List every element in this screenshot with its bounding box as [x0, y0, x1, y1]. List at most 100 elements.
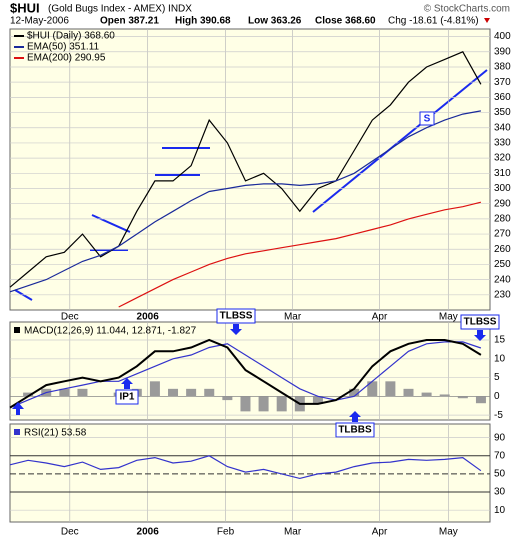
histogram-bar [204, 388, 215, 397]
y-tick-label: 380 [494, 62, 511, 73]
y-tick-label: 370 [494, 77, 511, 88]
y-tick-label: 10 [494, 505, 506, 516]
credit: © StockCharts.com [424, 4, 510, 15]
y-tick-label: 50 [494, 469, 506, 480]
x-tick-label: Dec [61, 312, 79, 323]
rsi-panel [9, 423, 491, 523]
y-tick-label: 340 [494, 122, 511, 133]
y-tick-label: 90 [494, 432, 506, 443]
y-tick-label: 240 [494, 274, 511, 285]
histogram-bar [367, 381, 378, 397]
x-tick-label: Apr [372, 527, 388, 538]
annotation-arrow [474, 330, 486, 341]
x-tick-label: 2006 [137, 527, 160, 538]
annotation: IP1 [119, 392, 134, 403]
y-tick-label: 270 [494, 229, 511, 240]
histogram-bar [349, 388, 360, 397]
panel-label: RSI(21) 53.58 [24, 428, 87, 439]
histogram-bar [77, 388, 88, 397]
y-tick-label: 15 [494, 335, 506, 346]
x-tick-label: Mar [284, 312, 302, 323]
histogram-bar [457, 396, 468, 399]
histogram-bar [59, 388, 70, 397]
legend-label: EMA(200) 290.95 [27, 53, 106, 64]
histogram-bar [258, 396, 269, 412]
histogram-bar [240, 396, 251, 412]
annotation-arrow [349, 411, 361, 422]
y-tick-label: 0 [494, 391, 500, 402]
y-tick-label: 400 [494, 31, 511, 42]
histogram-bar [149, 381, 160, 397]
y-tick-label: 280 [494, 214, 511, 225]
histogram-bar [186, 388, 197, 397]
y-tick-label: 250 [494, 259, 511, 270]
y-tick-label: 300 [494, 183, 511, 194]
y-tick-label: 320 [494, 153, 511, 164]
y-tick-label: 70 [494, 450, 506, 461]
annotation: TLBSS [464, 317, 497, 328]
y-tick-label: 10 [494, 353, 506, 364]
histogram-bar [421, 392, 432, 397]
symbol: $HUI [10, 0, 40, 15]
price-panel [9, 28, 491, 311]
legend-label: EMA(50) 351.11 [27, 42, 100, 53]
panel-label: MACD(12,26,9) 11.044, 12.871, -1.827 [24, 326, 197, 337]
series-line [9, 338, 482, 409]
y-tick-label: 230 [494, 289, 511, 300]
series-line [9, 110, 482, 293]
histogram-bar [403, 388, 414, 397]
histogram-bar [475, 396, 486, 404]
annotation: TLBSS [220, 311, 253, 322]
quote-item: Close 368.60 [315, 16, 376, 27]
series-line [118, 201, 482, 308]
annotation-arrow [12, 402, 24, 415]
annotation-box [216, 308, 256, 324]
y-tick-label: 350 [494, 107, 511, 118]
series-line [9, 51, 482, 288]
x-tick-label: 2006 [137, 312, 160, 323]
histogram-bar [385, 381, 396, 397]
annotation-box [460, 314, 500, 330]
x-tick-label: Feb [217, 527, 235, 538]
trendline [91, 214, 131, 233]
date: 12-May-2006 [10, 16, 69, 27]
y-tick-label: 30 [494, 487, 506, 498]
y-tick-label: 310 [494, 168, 511, 179]
y-tick-label: 390 [494, 46, 511, 57]
annotation-arrow [230, 324, 242, 335]
annotation: TLBBS [338, 425, 372, 436]
quote-item: Open 387.21 [100, 16, 159, 27]
histogram-bar [312, 396, 323, 404]
quote-item: Low 363.26 [248, 16, 302, 27]
y-tick-label: 5 [494, 372, 500, 383]
histogram-bar [276, 396, 287, 412]
y-tick-label: 260 [494, 244, 511, 255]
x-tick-label: Dec [61, 527, 79, 538]
y-tick-label: 360 [494, 92, 511, 103]
x-tick-label: May [439, 312, 458, 323]
quote-item: High 390.68 [175, 16, 231, 27]
y-tick-label: 330 [494, 138, 511, 149]
quote-item: Chg -18.61 (-4.81%) [388, 16, 479, 27]
annotation: S [424, 114, 431, 125]
down-arrow [484, 18, 490, 23]
y-tick-label: -5 [494, 410, 503, 421]
annotation-box [115, 389, 139, 405]
index-name: (Gold Bugs Index - AMEX) INDX [48, 4, 192, 15]
x-tick-label: Mar [284, 527, 302, 538]
annotation-arrow [121, 378, 133, 389]
legend-label: $HUI (Daily) 368.60 [27, 31, 115, 42]
histogram-bar [439, 394, 450, 397]
x-tick-label: Apr [372, 312, 388, 323]
histogram-bar [23, 392, 34, 397]
legend-swatch [14, 429, 20, 435]
series-line [9, 341, 482, 409]
annotation-box [335, 422, 375, 438]
histogram-bar [222, 396, 233, 401]
annotation-box [419, 111, 435, 126]
legend-swatch [14, 327, 20, 333]
histogram-bar [168, 388, 179, 397]
y-tick-label: 290 [494, 198, 511, 209]
series-line [9, 455, 482, 480]
